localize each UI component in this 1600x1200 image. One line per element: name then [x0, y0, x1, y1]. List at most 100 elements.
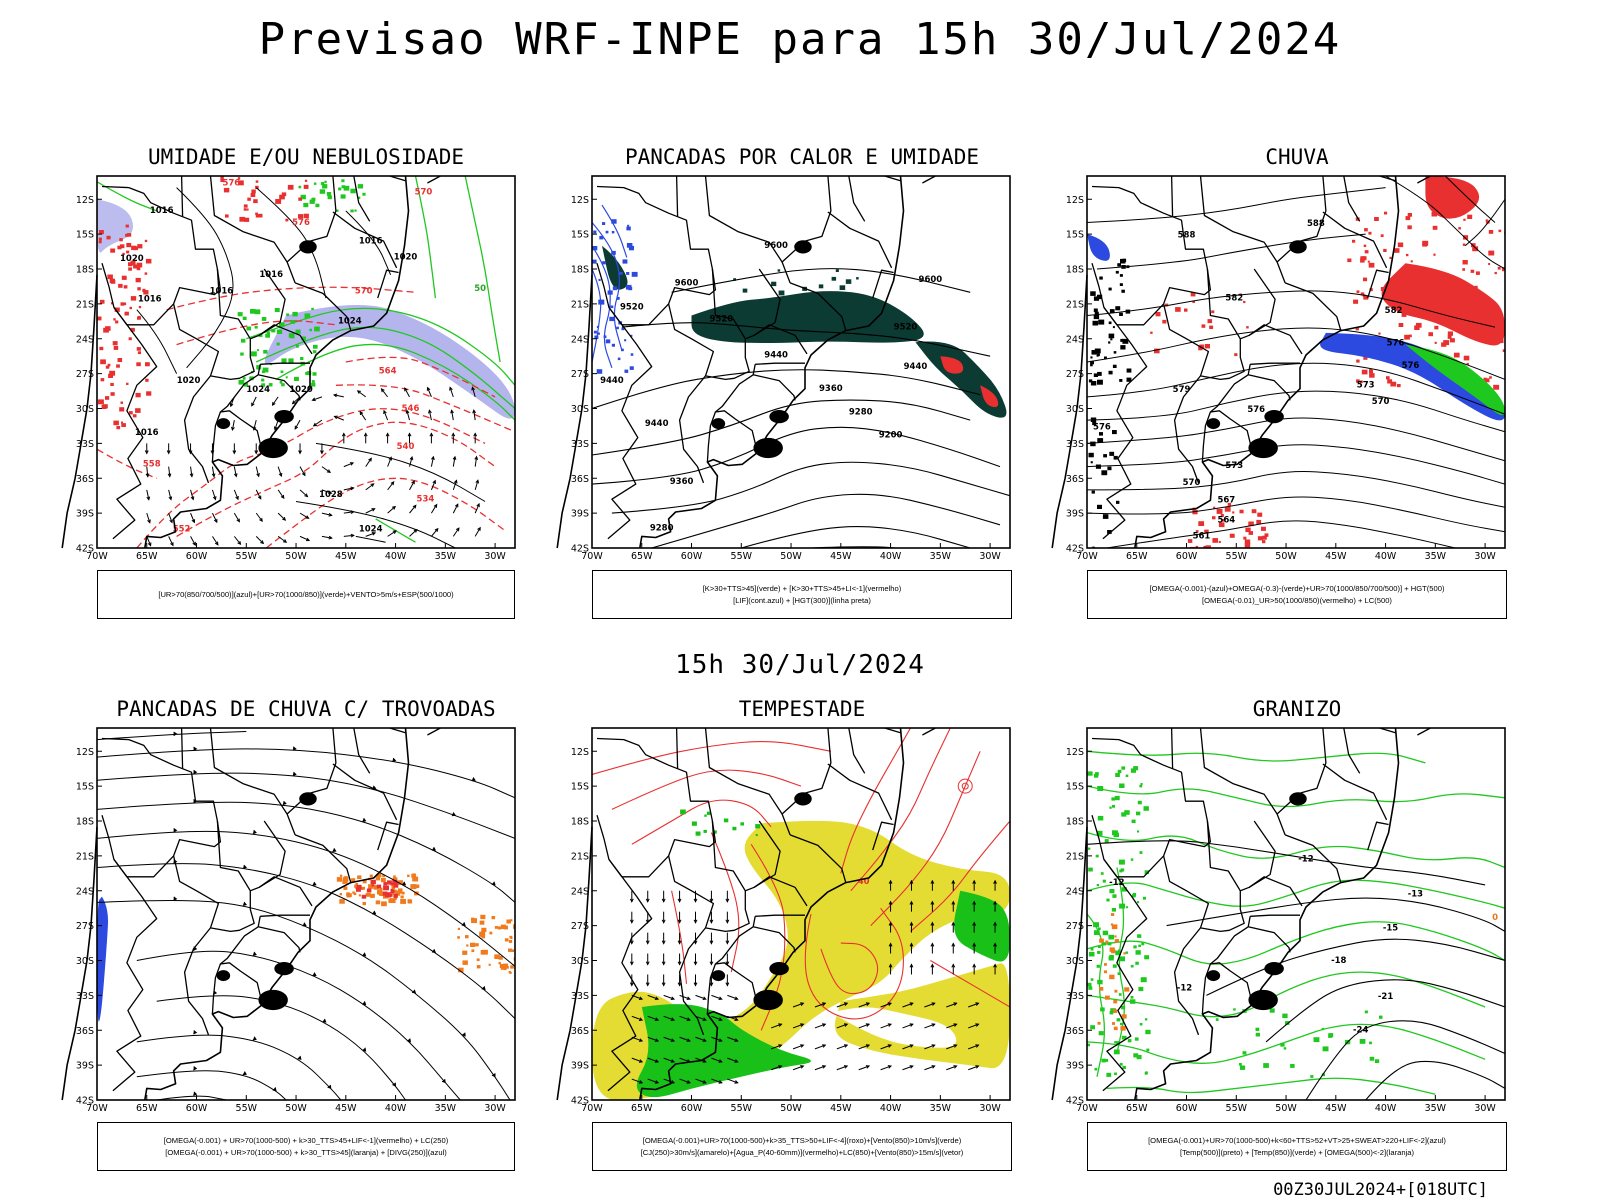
rain-speck: [1497, 266, 1501, 270]
wind-vector: [313, 419, 323, 427]
contour-label: 50: [474, 284, 486, 294]
thickness-speck: [137, 316, 141, 320]
wind-vector: [647, 1078, 659, 1084]
streamline-arrow: [302, 922, 307, 927]
political-border: [377, 269, 399, 299]
lif-speck: [593, 330, 597, 334]
rain-speck: [1363, 356, 1368, 360]
arrow-head: [170, 542, 174, 547]
legend-trovoadas: [OMEGA(-0.001) + UR>70(1000-500) + k>30_…: [97, 1122, 515, 1171]
convection-speck: [457, 936, 460, 939]
rain-speck: [1415, 286, 1419, 290]
wind-vector: [679, 1057, 691, 1063]
convection-speck: [509, 935, 513, 939]
thickness-speck: [117, 245, 122, 250]
arrow-head: [638, 1017, 644, 1021]
arrow-head: [235, 495, 239, 501]
temp850-speck: [1139, 851, 1143, 854]
thickness-speck: [110, 382, 114, 386]
wind-vector: [727, 1057, 738, 1063]
convection-speck: [354, 884, 359, 888]
temp850-speck: [1127, 1039, 1132, 1043]
temp850-speck: [1119, 956, 1125, 962]
temp850-speck: [1130, 768, 1136, 773]
convection-speck-red: [393, 893, 398, 898]
arrow-head: [328, 512, 333, 517]
rain-speck: [1383, 248, 1387, 252]
rain-speck: [1229, 533, 1235, 538]
wind-vector: [792, 1023, 804, 1029]
wind-vector: [924, 1002, 935, 1008]
convection-speck-red: [389, 893, 393, 897]
rain-speck: [1352, 239, 1356, 243]
arrow-head: [301, 472, 306, 477]
temp850-speck: [1137, 901, 1140, 904]
lc850-streamline: [804, 907, 904, 1020]
rain-speck: [1492, 312, 1497, 317]
humidity-speck: [250, 351, 257, 357]
temp850-speck: [1114, 1041, 1117, 1044]
lat-tick-label: 30S: [76, 404, 94, 415]
wind-vector: [427, 387, 432, 398]
wind-vector: [968, 1023, 979, 1029]
lon-tick-label: 30W: [1474, 551, 1496, 562]
main-title: Previsao WRF-INPE para 15h 30/Jul/2024: [258, 14, 1342, 65]
lif-speck: [626, 226, 631, 231]
panel-title-trovoadas: PANCADAS DE CHUVA C/ TROVOADAS: [116, 697, 496, 721]
height-speck: [1090, 461, 1093, 464]
temp850-speck: [1112, 804, 1115, 808]
temp850-speck: [1364, 1010, 1368, 1014]
contour-label: -12: [1109, 878, 1124, 888]
lat-tick-label: 24S: [571, 886, 589, 897]
humidity-speck: [338, 187, 342, 191]
wind-vector: [299, 512, 309, 519]
convection-speck: [370, 893, 375, 898]
arrow-head: [887, 1002, 893, 1006]
jet-area: [834, 963, 1010, 1069]
political-border: [848, 727, 866, 774]
contour-label: 1016: [150, 206, 174, 216]
arrow-head: [702, 996, 707, 1000]
terrain-speck: [1119, 312, 1123, 316]
convection-speck: [373, 885, 380, 890]
political-border: [1240, 268, 1276, 340]
temp850-speck: [1111, 797, 1115, 801]
thickness-speck: [115, 320, 119, 324]
instability-area: [980, 385, 999, 408]
humidity-speck: [265, 333, 270, 338]
panel-title-tempestade: TEMPESTADE: [738, 697, 866, 721]
streamline-arrow: [362, 817, 367, 822]
temp850-speck: [1093, 930, 1100, 935]
wind-vector: [902, 1002, 914, 1008]
rain-speck: [1190, 292, 1196, 297]
temp850-speck: [1106, 898, 1110, 902]
political-border: [209, 727, 296, 836]
convection-speck: [410, 884, 417, 890]
contour-label: 576: [1093, 422, 1111, 432]
convection-speck: [500, 967, 504, 970]
contour-label: 588: [1178, 231, 1196, 241]
convection-speck: [343, 886, 348, 890]
rain-speck: [1475, 271, 1480, 275]
humidity-speck: [242, 316, 247, 320]
omega-speck: [1115, 939, 1119, 943]
wind-vector: [770, 1065, 782, 1071]
terrain-speck: [1090, 363, 1093, 367]
convection-speck: [355, 883, 358, 886]
contour-label: 564: [1217, 515, 1235, 525]
lon-tick-label: 50W: [285, 1103, 307, 1114]
terrain-speck: [1097, 379, 1103, 385]
rain-speck: [1432, 225, 1438, 230]
arrow-head: [191, 519, 196, 524]
temp850-speck: [1369, 1041, 1372, 1045]
wind-vector: [792, 1044, 804, 1050]
convection-speck: [381, 901, 387, 907]
terrain-speck: [1093, 296, 1100, 301]
wind-vector: [409, 480, 415, 491]
temp850-speck: [1282, 1013, 1288, 1019]
wind-vector: [902, 1023, 914, 1029]
coastline-west: [556, 826, 593, 1101]
wind-vector: [168, 536, 174, 546]
rain-speck: [1150, 331, 1153, 334]
convection-speck: [400, 895, 404, 899]
